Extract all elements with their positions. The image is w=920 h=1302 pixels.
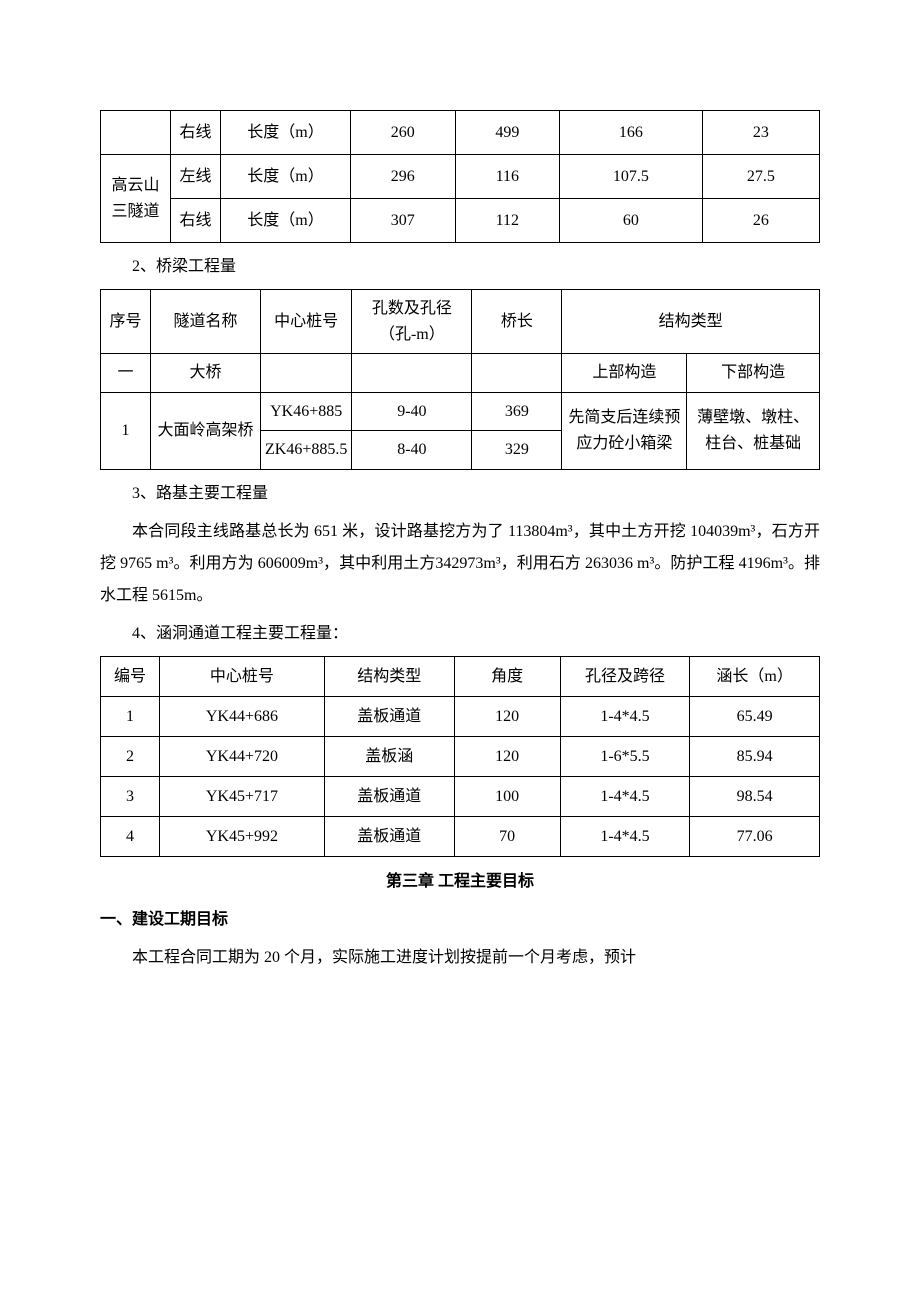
cell-seq: 1 <box>101 392 151 469</box>
line-label: 左线 <box>171 155 221 199</box>
cell-value: 296 <box>351 155 456 199</box>
cell-value: 23 <box>702 111 819 155</box>
cell-num: 3 <box>101 776 160 816</box>
header-type: 结构类型 <box>324 656 454 696</box>
header-struct: 结构类型 <box>562 290 820 354</box>
cell-type: 盖板涵 <box>324 736 454 776</box>
length-label: 长度（m） <box>221 155 351 199</box>
table-header-row: 序号 隧道名称 中心桩号 孔数及孔径（孔-m） 桥长 结构类型 <box>101 290 820 354</box>
header-seq: 序号 <box>101 290 151 354</box>
header-pile: 中心桩号 <box>261 290 352 354</box>
cell-empty <box>472 354 562 393</box>
length-label: 长度（m） <box>221 199 351 243</box>
cell-value: 116 <box>455 155 560 199</box>
schedule-paragraph: 本工程合同工期为 20 个月，实际施工进度计划按提前一个月考虑，预计 <box>100 942 820 974</box>
cell-value: 26 <box>702 199 819 243</box>
chapter-title: 第三章 工程主要目标 <box>100 869 820 895</box>
cell-name: 大面岭高架桥 <box>151 392 261 469</box>
cell-seq: 一 <box>101 354 151 393</box>
cell-length: 65.49 <box>690 696 820 736</box>
cell-length: 85.94 <box>690 736 820 776</box>
header-num: 编号 <box>101 656 160 696</box>
cell-length: 98.54 <box>690 776 820 816</box>
cell-value: 307 <box>351 199 456 243</box>
table-row: 高云山三隧道 左线 长度（m） 296 116 107.5 27.5 <box>101 155 820 199</box>
cell-pile: YK44+686 <box>159 696 324 736</box>
header-span: 孔数及孔径（孔-m） <box>352 290 472 354</box>
cell-name: 大桥 <box>151 354 261 393</box>
cell-span: 1-4*4.5 <box>560 776 690 816</box>
tunnel-name: 高云山三隧道 <box>101 155 171 243</box>
line-label: 右线 <box>171 111 221 155</box>
cell-angle: 120 <box>454 696 560 736</box>
cell-pile: ZK46+885.5 <box>261 431 352 470</box>
cell-value: 166 <box>560 111 703 155</box>
cell-value: 499 <box>455 111 560 155</box>
header-length: 桥长 <box>472 290 562 354</box>
section-2-title: 2、桥梁工程量 <box>100 251 820 283</box>
cell-upper: 上部构造 <box>562 354 687 393</box>
tunnel-table: 右线 长度（m） 260 499 166 23 高云山三隧道 左线 长度（m） … <box>100 110 820 243</box>
roadbed-paragraph: 本合同段主线路基总长为 651 米，设计路基挖方为了 113804m³，其中土方… <box>100 516 820 612</box>
cell-type: 盖板通道 <box>324 696 454 736</box>
section-a-heading: 一、建设工期目标 <box>100 907 820 933</box>
table-row: 1 大面岭高架桥 YK46+885 9-40 369 先简支后连续预应力砼小箱梁… <box>101 392 820 431</box>
table-row: 右线 长度（m） 260 499 166 23 <box>101 111 820 155</box>
cell-empty <box>352 354 472 393</box>
table-row: 4 YK45+992 盖板通道 70 1-4*4.5 77.06 <box>101 816 820 856</box>
bridge-table: 序号 隧道名称 中心桩号 孔数及孔径（孔-m） 桥长 结构类型 一 大桥 上部构… <box>100 289 820 470</box>
culvert-table: 编号 中心桩号 结构类型 角度 孔径及跨径 涵长（m） 1 YK44+686 盖… <box>100 656 820 857</box>
cell-type: 盖板通道 <box>324 816 454 856</box>
cell-empty <box>261 354 352 393</box>
cell-angle: 70 <box>454 816 560 856</box>
cell-value: 112 <box>455 199 560 243</box>
cell-value: 260 <box>351 111 456 155</box>
cell-lower: 薄壁墩、墩柱、柱台、桩基础 <box>687 392 820 469</box>
header-length: 涵长（m） <box>690 656 820 696</box>
cell-span: 1-6*5.5 <box>560 736 690 776</box>
length-label: 长度（m） <box>221 111 351 155</box>
cell-angle: 120 <box>454 736 560 776</box>
table-row: 2 YK44+720 盖板涵 120 1-6*5.5 85.94 <box>101 736 820 776</box>
cell-pile: YK45+992 <box>159 816 324 856</box>
section-3-title: 3、路基主要工程量 <box>100 478 820 510</box>
cell-len: 369 <box>472 392 562 431</box>
cell-span: 9-40 <box>352 392 472 431</box>
cell-span: 1-4*4.5 <box>560 696 690 736</box>
table-row: 一 大桥 上部构造 下部构造 <box>101 354 820 393</box>
cell-num: 2 <box>101 736 160 776</box>
cell-pile: YK44+720 <box>159 736 324 776</box>
cell-upper: 先简支后连续预应力砼小箱梁 <box>562 392 687 469</box>
table-row: 右线 长度（m） 307 112 60 26 <box>101 199 820 243</box>
cell-num: 1 <box>101 696 160 736</box>
cell-type: 盖板通道 <box>324 776 454 816</box>
cell-value: 107.5 <box>560 155 703 199</box>
tunnel-name-empty <box>101 111 171 155</box>
cell-num: 4 <box>101 816 160 856</box>
section-4-title: 4、涵洞通道工程主要工程量： <box>100 618 820 650</box>
cell-span: 1-4*4.5 <box>560 816 690 856</box>
header-name: 隧道名称 <box>151 290 261 354</box>
cell-len: 329 <box>472 431 562 470</box>
table-row: 1 YK44+686 盖板通道 120 1-4*4.5 65.49 <box>101 696 820 736</box>
table-header-row: 编号 中心桩号 结构类型 角度 孔径及跨径 涵长（m） <box>101 656 820 696</box>
header-angle: 角度 <box>454 656 560 696</box>
header-pile: 中心桩号 <box>159 656 324 696</box>
cell-length: 77.06 <box>690 816 820 856</box>
cell-value: 60 <box>560 199 703 243</box>
cell-pile: YK46+885 <box>261 392 352 431</box>
cell-lower: 下部构造 <box>687 354 820 393</box>
table-row: 3 YK45+717 盖板通道 100 1-4*4.5 98.54 <box>101 776 820 816</box>
cell-value: 27.5 <box>702 155 819 199</box>
cell-angle: 100 <box>454 776 560 816</box>
cell-span: 8-40 <box>352 431 472 470</box>
line-label: 右线 <box>171 199 221 243</box>
cell-pile: YK45+717 <box>159 776 324 816</box>
header-span: 孔径及跨径 <box>560 656 690 696</box>
